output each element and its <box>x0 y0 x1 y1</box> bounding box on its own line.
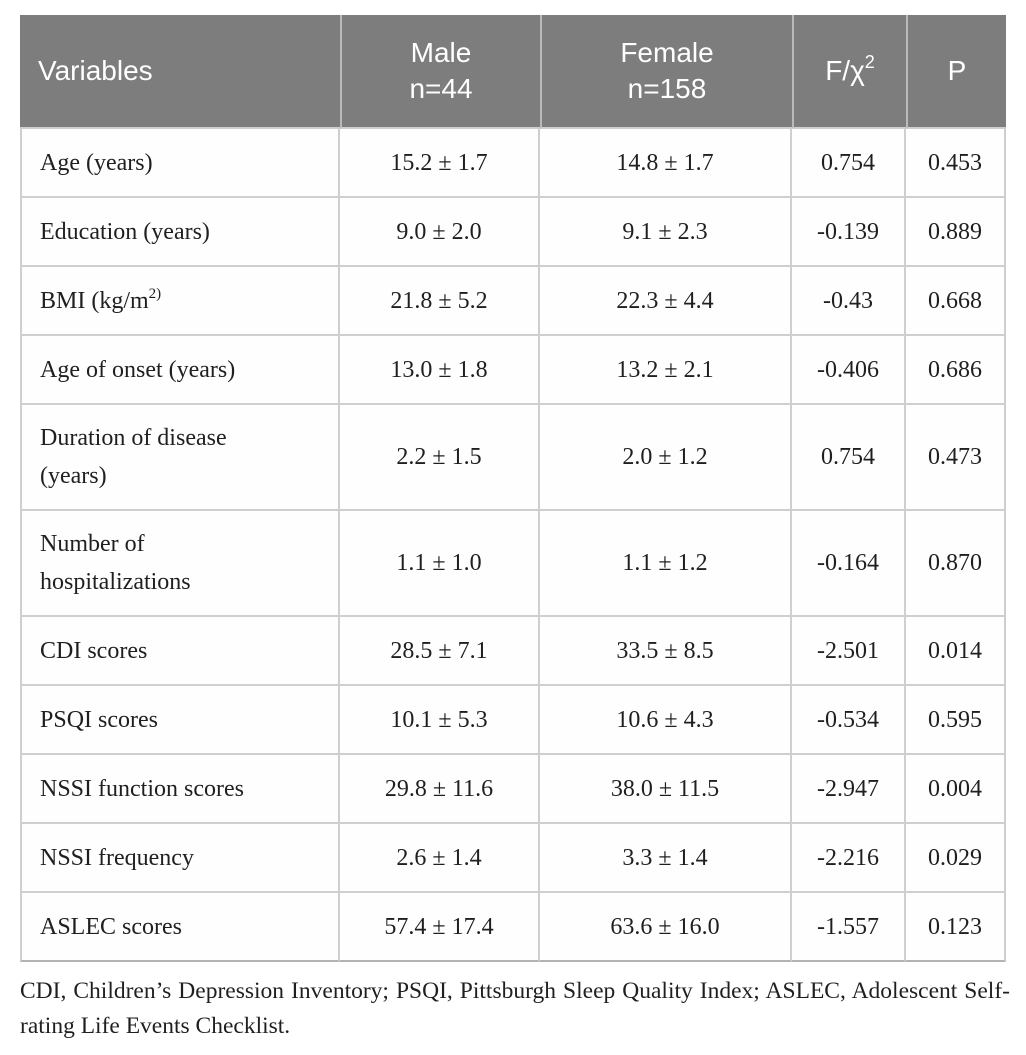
p-value: 0.595 <box>906 686 1006 755</box>
male-value: 15.2 ± 1.7 <box>340 129 540 198</box>
row-label: NSSI frequency <box>20 824 340 893</box>
female-value: 63.6 ± 16.0 <box>540 893 792 962</box>
p-value: 0.686 <box>906 336 1006 405</box>
stat-value: -2.501 <box>792 617 906 686</box>
table-footnote: CDI, Children’s Depression Inventory; PS… <box>20 978 1010 1039</box>
stat-value: 0.754 <box>792 405 906 511</box>
male-value: 2.2 ± 1.5 <box>340 405 540 511</box>
header-stat: F/χ2 <box>792 15 906 129</box>
male-value: 29.8 ± 11.6 <box>340 755 540 824</box>
row-label: PSQI scores <box>20 686 340 755</box>
stat-value: -0.43 <box>792 267 906 336</box>
p-value: 0.870 <box>906 511 1006 617</box>
male-value: 1.1 ± 1.0 <box>340 511 540 617</box>
table-row: PSQI scores 10.1 ± 5.3 10.6 ± 4.3 -0.534… <box>20 686 1006 755</box>
table-row: Age (years) 15.2 ± 1.7 14.8 ± 1.7 0.754 … <box>20 129 1006 198</box>
p-value: 0.123 <box>906 893 1006 962</box>
header-female-line2: n=158 <box>627 73 707 104</box>
header-male-line1: Male <box>410 37 472 68</box>
female-value: 22.3 ± 4.4 <box>540 267 792 336</box>
row-label: Duration of disease (years) <box>20 405 340 511</box>
p-value: 0.029 <box>906 824 1006 893</box>
p-value: 0.889 <box>906 198 1006 267</box>
male-value: 57.4 ± 17.4 <box>340 893 540 962</box>
row-label: Number of hospitalizations <box>20 511 340 617</box>
table-row: BMI (kg/m2) 21.8 ± 5.2 22.3 ± 4.4 -0.43 … <box>20 267 1006 336</box>
female-value: 2.0 ± 1.2 <box>540 405 792 511</box>
stat-value: -2.216 <box>792 824 906 893</box>
row-label: Age of onset (years) <box>20 336 340 405</box>
chi-symbol: χ <box>850 55 865 86</box>
stat-value: -2.947 <box>792 755 906 824</box>
p-value: 0.473 <box>906 405 1006 511</box>
header-variables: Variables <box>20 15 340 129</box>
table-row: Duration of disease (years) 2.2 ± 1.5 2.… <box>20 405 1006 511</box>
p-value: 0.668 <box>906 267 1006 336</box>
header-row: Variables Male n=44 Female n=158 F/χ2 P <box>20 15 1006 129</box>
female-value: 10.6 ± 4.3 <box>540 686 792 755</box>
stat-value: -0.164 <box>792 511 906 617</box>
stat-value: 0.754 <box>792 129 906 198</box>
female-value: 13.2 ± 2.1 <box>540 336 792 405</box>
row-label: BMI (kg/m2) <box>20 267 340 336</box>
male-value: 21.8 ± 5.2 <box>340 267 540 336</box>
female-value: 38.0 ± 11.5 <box>540 755 792 824</box>
female-value: 33.5 ± 8.5 <box>540 617 792 686</box>
female-value: 14.8 ± 1.7 <box>540 129 792 198</box>
row-label: Education (years) <box>20 198 340 267</box>
table-row: NSSI function scores 29.8 ± 11.6 38.0 ± … <box>20 755 1006 824</box>
male-value: 2.6 ± 1.4 <box>340 824 540 893</box>
stat-value: -0.139 <box>792 198 906 267</box>
stat-value: -0.534 <box>792 686 906 755</box>
header-female: Female n=158 <box>540 15 792 129</box>
male-value: 13.0 ± 1.8 <box>340 336 540 405</box>
table-row: ASLEC scores 57.4 ± 17.4 63.6 ± 16.0 -1.… <box>20 893 1006 962</box>
table-row: Age of onset (years) 13.0 ± 1.8 13.2 ± 2… <box>20 336 1006 405</box>
p-value: 0.004 <box>906 755 1006 824</box>
header-female-line1: Female <box>620 37 714 68</box>
male-value: 28.5 ± 7.1 <box>340 617 540 686</box>
stat-value: -1.557 <box>792 893 906 962</box>
header-male: Male n=44 <box>340 15 540 129</box>
table-row: CDI scores 28.5 ± 7.1 33.5 ± 8.5 -2.501 … <box>20 617 1006 686</box>
table-row: Education (years) 9.0 ± 2.0 9.1 ± 2.3 -0… <box>20 198 1006 267</box>
header-p: P <box>906 15 1006 129</box>
row-label: NSSI function scores <box>20 755 340 824</box>
stat-value: -0.406 <box>792 336 906 405</box>
row-label: Age (years) <box>20 129 340 198</box>
row-label: ASLEC scores <box>20 893 340 962</box>
table-row: NSSI frequency 2.6 ± 1.4 3.3 ± 1.4 -2.21… <box>20 824 1006 893</box>
row-label: CDI scores <box>20 617 340 686</box>
male-value: 10.1 ± 5.3 <box>340 686 540 755</box>
male-value: 9.0 ± 2.0 <box>340 198 540 267</box>
female-value: 9.1 ± 2.3 <box>540 198 792 267</box>
female-value: 1.1 ± 1.2 <box>540 511 792 617</box>
p-value: 0.014 <box>906 617 1006 686</box>
demographics-table: Variables Male n=44 Female n=158 F/χ2 P … <box>20 15 1006 962</box>
p-value: 0.453 <box>906 129 1006 198</box>
header-male-line2: n=44 <box>409 73 473 104</box>
female-value: 3.3 ± 1.4 <box>540 824 792 893</box>
table-row: Number of hospitalizations 1.1 ± 1.0 1.1… <box>20 511 1006 617</box>
